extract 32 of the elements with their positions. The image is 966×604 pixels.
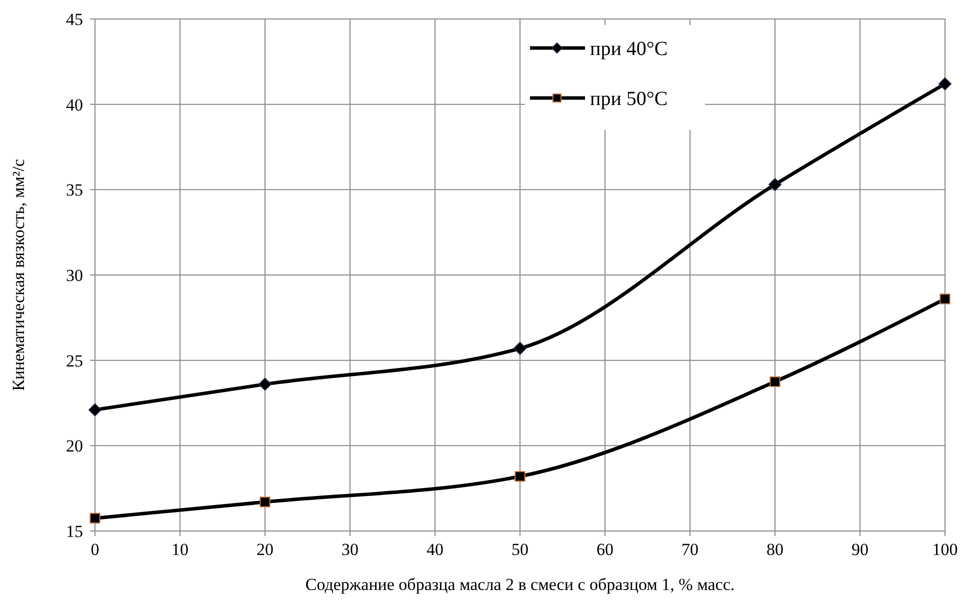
y-tick-label: 45	[66, 10, 83, 29]
x-tick-label: 100	[932, 540, 958, 559]
point	[770, 376, 780, 387]
point	[514, 342, 526, 355]
x-axis-title: Содержание образца масла 2 в смеси с образцом 1, % масс.	[305, 575, 735, 594]
point	[940, 294, 950, 304]
x-tick-label: 0	[90, 540, 100, 559]
point	[938, 77, 952, 90]
point	[514, 471, 526, 482]
y-tick-label: 40	[66, 95, 83, 114]
x-tick-label: 80	[766, 540, 784, 559]
x-tick-label: 50	[512, 540, 528, 559]
x-tick-label: 40	[426, 540, 444, 559]
point	[260, 496, 270, 508]
x-tick-label: 90	[852, 540, 868, 559]
y-tick-label: 35	[66, 180, 83, 200]
legend-label: при 40°C	[590, 38, 668, 60]
x-tick-label: 20	[256, 540, 274, 559]
point	[768, 178, 782, 192]
legend-label: при 50°C	[590, 88, 668, 110]
y-tick-label: 25	[66, 351, 83, 370]
point	[88, 403, 102, 416]
x-tick-label: 60	[596, 540, 614, 559]
point	[258, 378, 272, 391]
x-tick-label: 10	[172, 540, 188, 559]
y-tick-label: 30	[66, 266, 83, 285]
point	[90, 512, 100, 524]
y-axis-title: Кинематическая вязкость, мм²/с	[9, 158, 28, 391]
y-tick-label: 15	[66, 522, 83, 541]
y-tick-label: 20	[66, 436, 83, 456]
x-tick-label: 70	[682, 540, 698, 559]
x-tick-label: 30	[342, 540, 358, 559]
